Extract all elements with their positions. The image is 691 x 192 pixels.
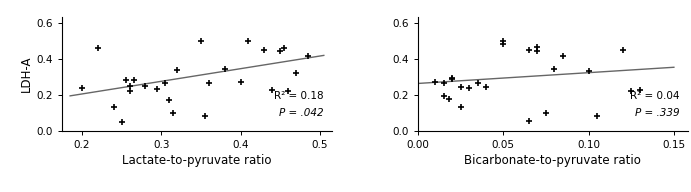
- X-axis label: Bicarbonate-to-pyruvate ratio: Bicarbonate-to-pyruvate ratio: [464, 154, 641, 167]
- Text: P = .339: P = .339: [635, 108, 679, 118]
- Text: R² = 0.18: R² = 0.18: [274, 91, 323, 101]
- Text: P = .042: P = .042: [279, 108, 323, 118]
- Text: R² = 0.04: R² = 0.04: [630, 91, 679, 101]
- X-axis label: Lactate-to-pyruvate ratio: Lactate-to-pyruvate ratio: [122, 154, 272, 167]
- Y-axis label: LDH-A: LDH-A: [19, 56, 32, 92]
